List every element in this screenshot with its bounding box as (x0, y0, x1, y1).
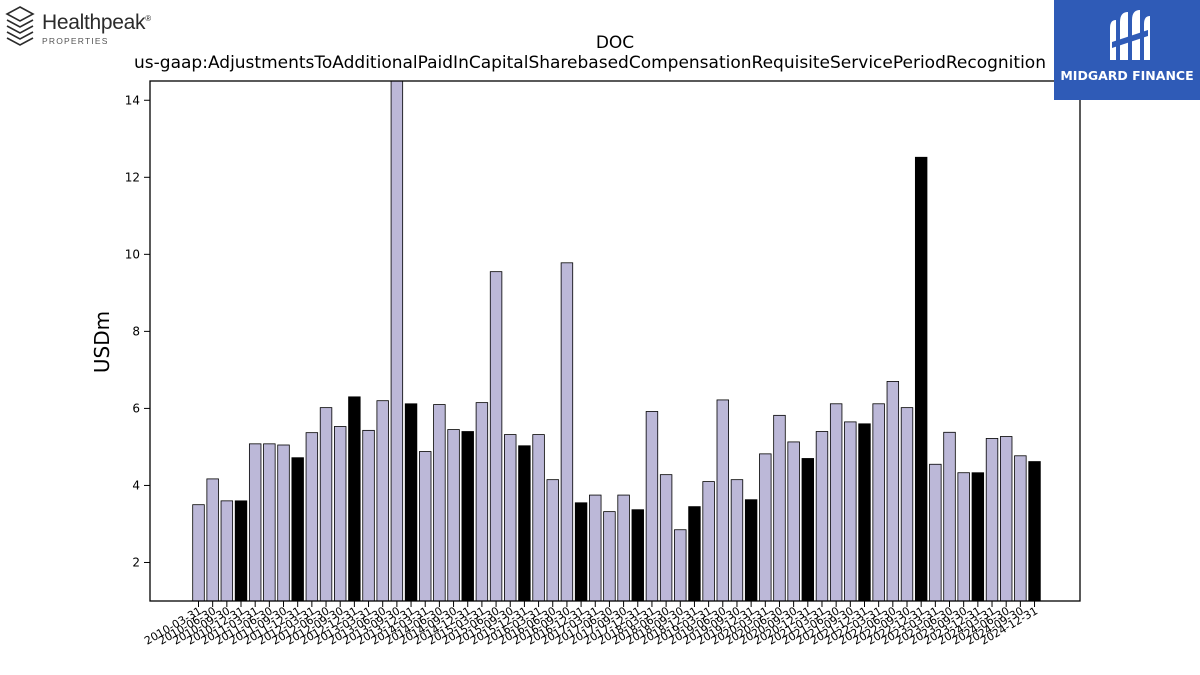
bar-2012-06-30 (319, 407, 333, 602)
x-ticks-group: 2010-03-312010-06-302010-09-302010-12-31… (142, 601, 1040, 648)
bar-2012-03-31 (305, 432, 319, 602)
bar-2016-06-30 (546, 479, 559, 602)
bar-2021-12-31 (858, 423, 871, 602)
bar-2017-06-30 (603, 511, 616, 602)
bar-2014-12-31 (461, 431, 474, 602)
healthpeak-wordmark: Healthpeak® (42, 11, 151, 34)
bar-2013-03-31 (362, 429, 375, 602)
bar-2017-12-31 (631, 509, 644, 602)
bar-2012-12-31 (348, 396, 361, 602)
y-tick-label: 8 (132, 324, 140, 338)
y-tick-label: 12 (125, 170, 140, 184)
bar-2021-06-30 (829, 403, 843, 602)
bar-2022-09-30 (900, 407, 914, 602)
y-tick-label: 10 (125, 247, 140, 261)
bar-2015-03-31 (475, 402, 489, 602)
bar-2024-03-31 (985, 438, 999, 602)
chart-title: DOC (596, 33, 634, 53)
bar-2021-03-31 (815, 431, 829, 602)
bar-2021-09-30 (844, 421, 857, 602)
y-tick-label: 6 (132, 401, 140, 415)
bar-2019-09-30 (730, 479, 744, 602)
bar-2011-06-30 (263, 443, 276, 602)
bar-2011-12-31 (291, 457, 304, 602)
midgard-wordmark: MIDGARD FINANCE (1060, 68, 1194, 83)
y-tick-label: 4 (132, 478, 140, 492)
midgard-monogram-icon (1110, 10, 1150, 60)
bar-2010-06-30 (206, 478, 219, 602)
bar-2020-06-30 (773, 414, 786, 602)
bar-2024-09-30 (1014, 455, 1027, 602)
bar-2024-12-31 (1028, 461, 1041, 602)
plot-frame (149, 80, 1081, 602)
bar-2015-09-30 (504, 434, 517, 602)
midgard-finance-logo: MIDGARD FINANCE (1054, 0, 1200, 100)
bar-2014-09-30 (447, 429, 460, 602)
bar-2018-03-31 (645, 411, 659, 602)
bar-2013-06-30 (376, 400, 389, 602)
bar-2019-12-31 (744, 499, 758, 602)
stacked-layers-icon (5, 6, 35, 46)
bar-2024-06-30 (999, 436, 1013, 602)
y-ticks-group: 2 4 6 8 10 12 14 (125, 93, 150, 569)
bar-2019-03-31 (702, 481, 715, 602)
bar-2011-03-31 (248, 443, 262, 602)
bar-2017-09-30 (617, 494, 630, 602)
chart-subtitle: us-gaap:AdjustmentsToAdditionalPaidInCap… (134, 53, 1046, 73)
bar-2016-12-31 (574, 502, 588, 602)
bar-2020-12-31 (801, 458, 815, 602)
bar-2020-03-31 (759, 453, 772, 602)
bar-2013-12-31 (404, 403, 418, 602)
bar-2015-12-31 (518, 445, 531, 602)
bar-2018-12-31 (688, 506, 701, 602)
bar-2014-03-31 (419, 451, 432, 602)
y-tick-label: 14 (125, 93, 140, 107)
bar-2016-09-30 (560, 262, 574, 602)
bar-2012-09-30 (333, 426, 347, 602)
bar-2023-06-30 (943, 431, 956, 602)
bar-2020-09-30 (787, 441, 800, 602)
bar-2022-12-31 (914, 156, 928, 602)
bar-2013-09-30 (390, 80, 404, 602)
y-axis-label: USDm (90, 311, 114, 373)
bar-2022-03-31 (872, 403, 885, 602)
healthpeak-logo: Healthpeak® PROPERTIES (4, 5, 164, 49)
bar-2010-12-31 (234, 500, 248, 602)
bar-2016-03-31 (532, 434, 545, 602)
bar-2010-09-30 (220, 500, 234, 602)
bar-2022-06-30 (886, 381, 900, 602)
y-tick-label: 2 (132, 555, 140, 569)
bar-2019-06-30 (716, 399, 729, 602)
bar-2014-06-30 (433, 404, 446, 602)
bar-2018-09-30 (674, 529, 687, 602)
bar-2018-06-30 (659, 474, 673, 602)
bar-2017-03-31 (589, 494, 602, 602)
bar-2011-09-30 (277, 444, 290, 602)
bar-2015-06-30 (489, 271, 503, 602)
bars-group (192, 80, 1041, 602)
bar-2010-03-31 (192, 504, 205, 602)
bar-2023-12-31 (971, 472, 985, 602)
bar-2023-03-31 (929, 463, 942, 602)
bar-2023-09-30 (957, 472, 970, 602)
healthpeak-subtitle: PROPERTIES (42, 36, 109, 46)
